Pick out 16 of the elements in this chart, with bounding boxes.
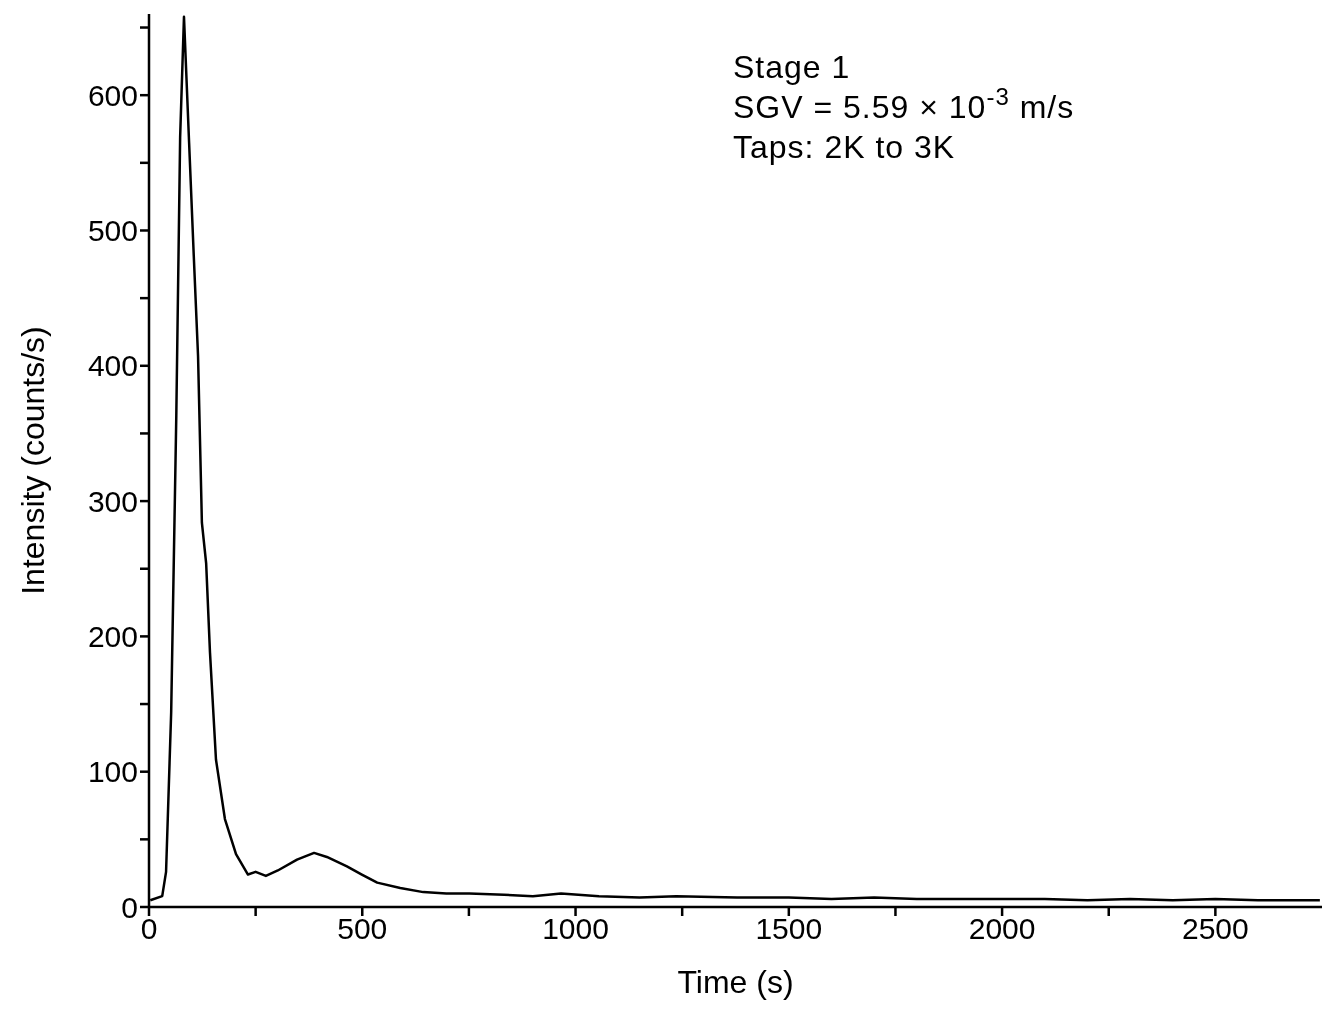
x-axis-title: Time (s)	[677, 964, 794, 1000]
annotation: Taps: 2K to 3K	[733, 129, 956, 165]
annotation: Stage 1	[733, 49, 851, 85]
y-tick-label: 0	[121, 890, 138, 924]
x-tick-label: 2500	[1181, 912, 1249, 946]
y-tick-label: 200	[87, 620, 138, 654]
y-axis-title: Intensity (counts/s)	[15, 326, 51, 595]
x-tick-label: 1500	[755, 912, 823, 946]
y-tick-label: 600	[87, 78, 138, 112]
y-tick-label: 300	[87, 484, 138, 518]
y-tick-label: 400	[87, 349, 138, 383]
x-tick-label: 2000	[968, 912, 1036, 946]
y-tick-label: 500	[87, 214, 138, 248]
y-tick-label: 100	[87, 755, 138, 789]
x-tick-label: 500	[337, 912, 388, 946]
x-tick-label: 1000	[542, 912, 609, 946]
